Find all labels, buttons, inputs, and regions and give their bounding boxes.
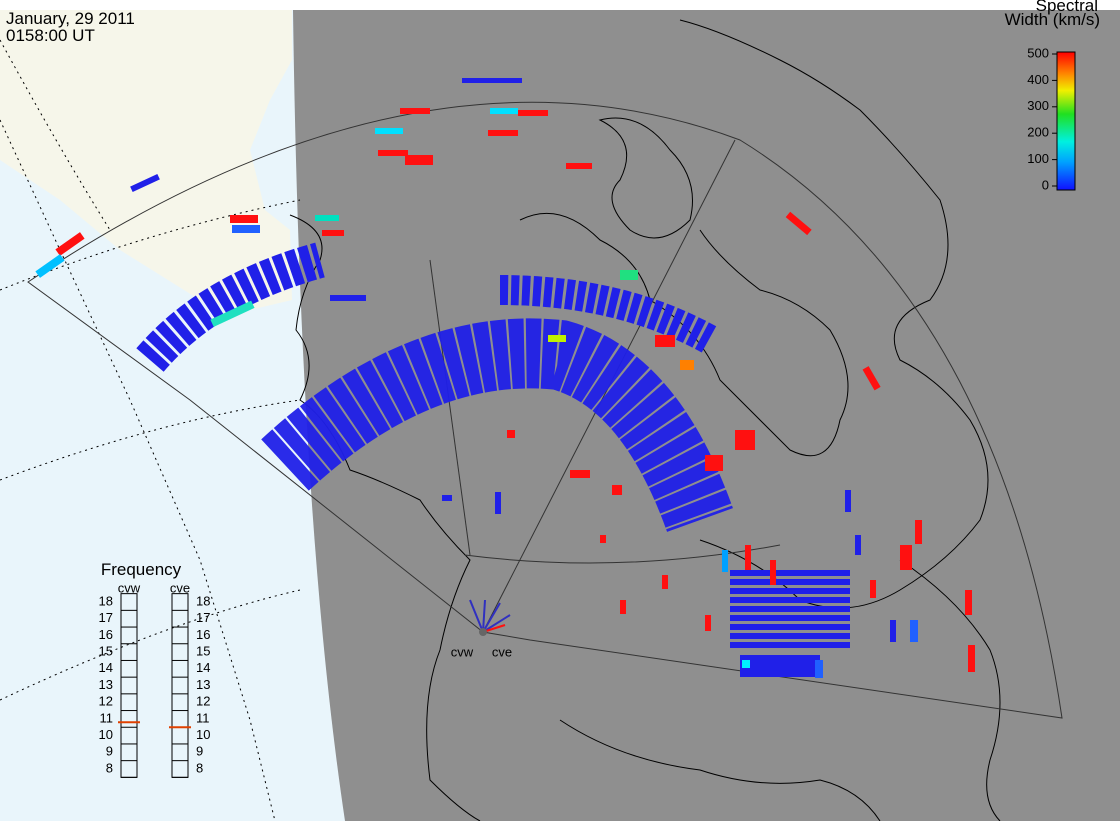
frequency-tick-label: 16 <box>196 627 210 642</box>
frequency-tick-label: 10 <box>196 727 210 742</box>
colorbar-tick-label: 0 <box>1042 177 1049 192</box>
frequency-tick-label: 11 <box>196 710 210 725</box>
frequency-tick-label: 18 <box>99 593 113 608</box>
radar-site-beams <box>469 599 511 633</box>
radar-name: cve <box>170 580 190 595</box>
radar-site <box>479 628 487 636</box>
coastlines <box>289 19 1001 821</box>
echo-cells <box>35 78 975 678</box>
frequency-tick-label: 12 <box>99 694 113 709</box>
frequency-title: Frequency <box>101 560 182 579</box>
frequency-tick-label: 16 <box>99 627 113 642</box>
frequency-tick-label: 11 <box>100 710 114 725</box>
colorbar: Spectral Width (km/s) 0 100 200 300 400 500 <box>1005 0 1100 192</box>
frequency-tick-label: 9 <box>196 744 203 759</box>
frequency-panel: Frequency cvw89101112131415161718cve8910… <box>99 560 210 778</box>
frequency-tick-label: 8 <box>196 760 203 775</box>
site-label: cve <box>492 644 512 659</box>
frequency-tick-label: 17 <box>99 610 113 625</box>
colorbar-tick-label: 200 <box>1027 125 1049 140</box>
grid-lines <box>0 39 301 821</box>
date: January, 29 2011 <box>6 9 135 28</box>
colorbar-title: Width (km/s) <box>1005 10 1100 29</box>
frequency-tick-label: 9 <box>106 744 113 759</box>
colorbar-scale <box>1056 51 1076 191</box>
frequency-tick-label: 13 <box>99 677 113 692</box>
frequency-tick-label: 14 <box>99 660 113 675</box>
frequency-tick-label: 15 <box>196 644 210 659</box>
radar-name: cvw <box>118 580 141 595</box>
map <box>0 10 1120 821</box>
colorbar-tick-label: 300 <box>1027 98 1049 113</box>
site-label: cvw <box>451 644 474 659</box>
land <box>0 10 292 310</box>
frequency-tick-label: 13 <box>196 677 210 692</box>
frequency-tick-label: 15 <box>99 644 113 659</box>
frequency-tick-label: 12 <box>196 694 210 709</box>
night-region <box>293 10 1120 821</box>
time: 0158:00 UT <box>6 26 95 45</box>
colorbar-title: Spectral <box>1036 0 1098 15</box>
colorbar-tick-label: 500 <box>1027 45 1049 60</box>
frequency-tick-label: 14 <box>196 660 210 675</box>
echoes <box>35 78 975 678</box>
frequency-tick-label: 17 <box>196 610 210 625</box>
frequency-tick-label: 10 <box>99 727 113 742</box>
frequency-tick-label: 18 <box>196 593 210 608</box>
colorbar-tick-label: 400 <box>1027 72 1049 87</box>
colorbar-tick-label: 100 <box>1027 151 1049 166</box>
frequency-tick-label: 8 <box>106 760 113 775</box>
